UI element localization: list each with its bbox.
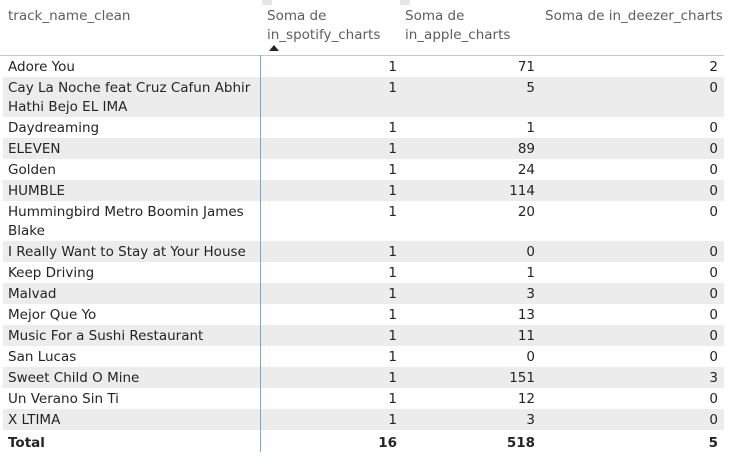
deezer-charts-cell: 0	[709, 286, 718, 302]
track-name-cell: Malvad	[8, 286, 57, 302]
column-resize-handle[interactable]	[262, 0, 272, 5]
track-name-cell: San Lucas	[8, 349, 77, 365]
total-deezer: 5	[708, 435, 718, 451]
apple-charts-cell: 71	[517, 59, 535, 75]
track-name-cell: Un Verano Sin Ti	[8, 391, 119, 407]
track-name-cell: Adore You	[8, 59, 75, 75]
track-name-cell: Golden	[8, 162, 56, 178]
spotify-charts-cell: 1	[388, 59, 397, 75]
apple-charts-cell: 3	[526, 412, 535, 428]
spotify-charts-cell: 1	[388, 141, 397, 157]
track-name-cell: ELEVEN	[8, 141, 61, 157]
table-row[interactable]: Keep Driving 1 1 0	[3, 262, 724, 283]
spotify-charts-cell: 1	[388, 328, 397, 344]
deezer-charts-cell: 2	[709, 59, 718, 75]
deezer-charts-cell: 3	[709, 370, 718, 386]
spotify-charts-cell: 1	[388, 265, 397, 281]
table-row[interactable]: Mejor Que Yo 1 13 0	[3, 304, 724, 325]
deezer-charts-cell: 0	[709, 244, 718, 260]
header-spotify-charts[interactable]: Soma de in_spotify_charts	[267, 8, 381, 43]
table-row[interactable]: Adore You 1 71 2	[3, 56, 724, 77]
table-row[interactable]: Hummingbird Metro Boomin James Blake 1 20 0	[3, 201, 724, 241]
column-divider	[260, 55, 261, 452]
deezer-charts-cell: 0	[709, 328, 718, 344]
deezer-charts-cell: 0	[709, 141, 718, 157]
apple-charts-cell: 0	[526, 244, 535, 260]
spotify-charts-cell: 1	[388, 120, 397, 136]
track-name-cell: Cay La Noche feat Cruz Cafun Abhir Hathi…	[8, 80, 251, 115]
total-apple: 518	[506, 435, 535, 451]
deezer-charts-cell: 0	[709, 162, 718, 178]
deezer-charts-cell: 0	[709, 391, 718, 407]
spotify-charts-cell: 1	[388, 204, 397, 220]
track-name-cell: Daydreaming	[8, 120, 100, 136]
table-row[interactable]: Sweet Child O Mine 1 151 3	[3, 367, 724, 388]
spotify-charts-cell: 1	[388, 183, 397, 199]
table-row[interactable]: HUMBLE 1 114 0	[3, 180, 724, 201]
apple-charts-cell: 20	[517, 204, 535, 220]
deezer-charts-cell: 0	[709, 183, 718, 199]
apple-charts-cell: 89	[517, 141, 535, 157]
spotify-charts-cell: 1	[388, 80, 397, 96]
total-spotify: 16	[378, 435, 397, 451]
deezer-charts-cell: 0	[709, 412, 718, 428]
apple-charts-cell: 151	[509, 370, 535, 386]
table-row[interactable]: X LTIMA 1 3 0	[3, 409, 724, 430]
table-row[interactable]: I Really Want to Stay at Your House 1 0 0	[3, 241, 724, 262]
apple-charts-cell: 5	[526, 80, 535, 96]
table-body: Adore You 1 71 2 Cay La Noche feat Cruz Cafu…	[3, 56, 724, 430]
spotify-charts-cell: 1	[388, 370, 397, 386]
table-row[interactable]: Cay La Noche feat Cruz Cafun Abhir Hathi…	[3, 77, 724, 117]
spotify-charts-cell: 1	[388, 286, 397, 302]
spotify-charts-cell: 1	[388, 391, 397, 407]
apple-charts-cell: 1	[526, 265, 535, 281]
spotify-charts-cell: 1	[388, 307, 397, 323]
table-row[interactable]: Daydreaming 1 1 0	[3, 117, 724, 138]
table-row[interactable]: ELEVEN 1 89 0	[3, 138, 724, 159]
apple-charts-cell: 11	[517, 328, 535, 344]
apple-charts-cell: 0	[526, 349, 535, 365]
table-row[interactable]: Music For a Sushi Restaurant 1 11 0	[3, 325, 724, 346]
track-name-cell: X LTIMA	[8, 412, 61, 428]
apple-charts-cell: 3	[526, 286, 535, 302]
apple-charts-cell: 13	[517, 307, 535, 323]
header-deezer-charts[interactable]: Soma de in_deezer_charts	[545, 8, 723, 24]
spotify-charts-cell: 1	[388, 412, 397, 428]
spotify-charts-cell: 1	[388, 162, 397, 178]
track-name-cell: Hummingbird Metro Boomin James Blake	[8, 204, 244, 239]
apple-charts-cell: 1	[526, 120, 535, 136]
deezer-charts-cell: 0	[709, 265, 718, 281]
deezer-charts-cell: 0	[709, 307, 718, 323]
table-row[interactable]: San Lucas 1 0 0	[3, 346, 724, 367]
track-name-cell: Mejor Que Yo	[8, 307, 97, 323]
deezer-charts-cell: 0	[709, 120, 718, 136]
apple-charts-cell: 12	[517, 391, 535, 407]
table-row[interactable]: Un Verano Sin Ti 1 12 0	[3, 388, 724, 409]
header-track-name[interactable]: track_name_clean	[8, 8, 131, 24]
track-name-cell: Keep Driving	[8, 265, 95, 281]
track-name-cell: HUMBLE	[8, 183, 65, 199]
apple-charts-cell: 24	[517, 162, 535, 178]
deezer-charts-cell: 0	[709, 349, 718, 365]
track-name-cell: Music For a Sushi Restaurant	[8, 328, 204, 344]
spotify-charts-cell: 1	[388, 244, 397, 260]
total-row: Total 16 518 5	[3, 432, 724, 453]
track-name-cell: I Really Want to Stay at Your House	[8, 244, 246, 260]
track-name-cell: Sweet Child O Mine	[8, 370, 140, 386]
table-row[interactable]: Golden 1 24 0	[3, 159, 724, 180]
header-apple-charts[interactable]: Soma de in_apple_charts	[405, 8, 511, 43]
table-row[interactable]: Malvad 1 3 0	[3, 283, 724, 304]
total-label: Total	[8, 435, 45, 451]
apple-charts-cell: 114	[509, 183, 535, 199]
deezer-charts-cell: 0	[709, 204, 718, 220]
sort-ascending-icon[interactable]	[269, 45, 279, 51]
column-resize-handle[interactable]	[400, 0, 410, 5]
deezer-charts-cell: 0	[709, 80, 718, 96]
spotify-charts-cell: 1	[388, 349, 397, 365]
table-header: track_name_clean Soma de in_spotify_char…	[0, 0, 724, 56]
